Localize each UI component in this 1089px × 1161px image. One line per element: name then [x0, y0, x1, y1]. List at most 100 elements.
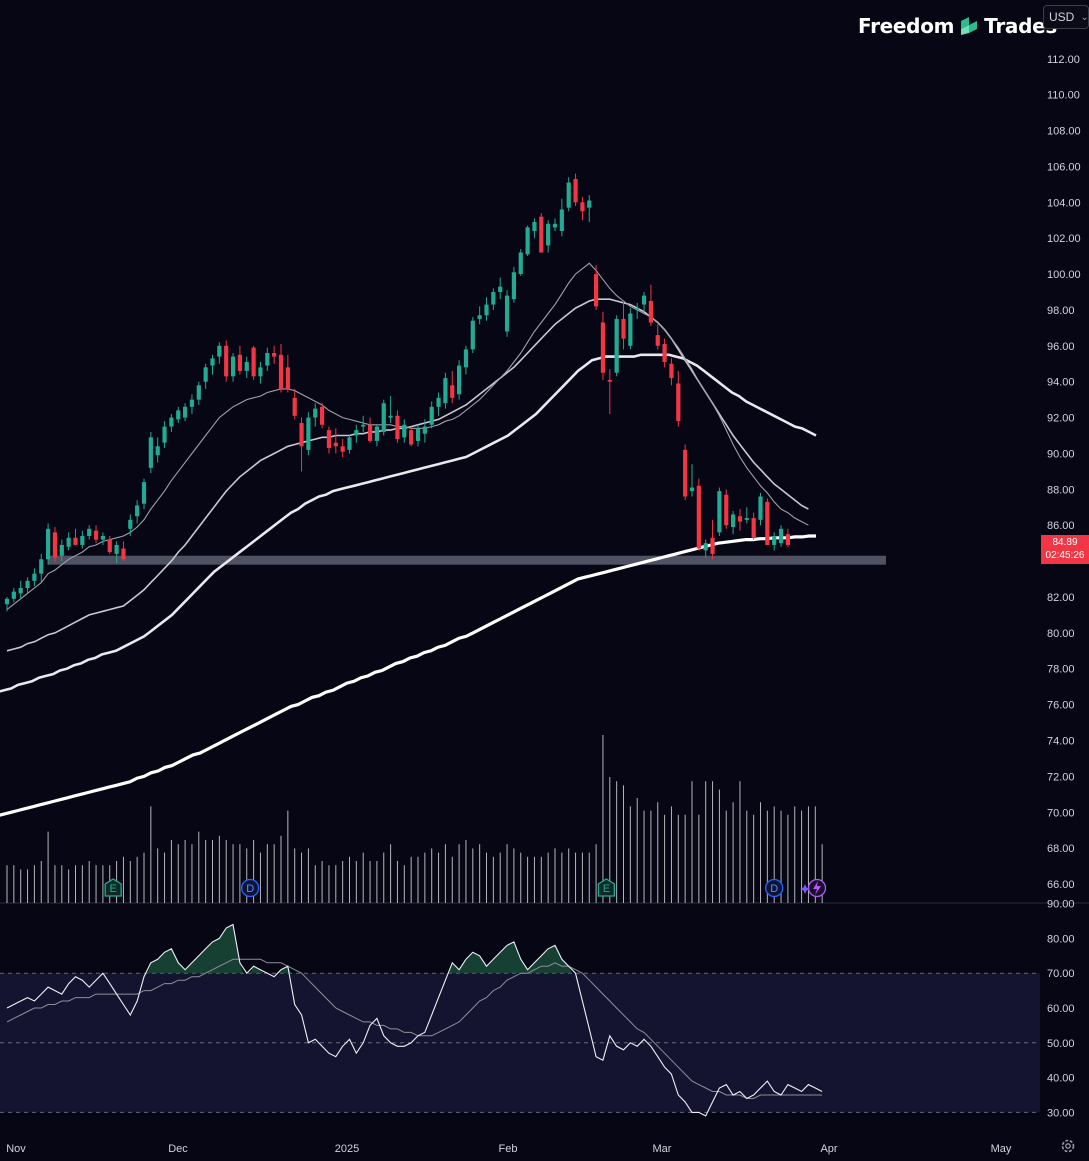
currency-selector[interactable]: USD ⌄ [1043, 5, 1089, 29]
earnings-icon[interactable]: E [104, 878, 122, 897]
candle-body [491, 292, 496, 305]
time-axis[interactable]: Nov Dec 2025 Feb Mar Apr May [6, 1143, 1012, 1155]
price-axis-tick: 86.00 [1047, 520, 1075, 532]
rsi-pane[interactable] [0, 923, 1040, 1117]
candle-body [600, 322, 606, 373]
candle-body [285, 367, 290, 389]
candle-body [80, 535, 85, 545]
candle-body [162, 426, 167, 443]
price-axis-tick: 92.00 [1047, 413, 1075, 425]
candle-body [299, 422, 304, 447]
candle-body [751, 518, 756, 538]
candle-body [539, 216, 544, 253]
candle-body [230, 356, 236, 377]
candle-body [52, 532, 58, 558]
candle-body [635, 308, 640, 310]
marker-label: D [246, 883, 254, 895]
price-axis-tick: 72.00 [1047, 771, 1075, 783]
price-axis-tick: 78.00 [1047, 664, 1075, 676]
price-axis-tick: 112.00 [1047, 54, 1080, 66]
earnings-icon[interactable]: E [597, 878, 616, 897]
candle-body [11, 591, 16, 599]
candle-body [93, 530, 99, 540]
price-axis-tick: 76.00 [1047, 700, 1075, 712]
candle-body [422, 426, 427, 434]
time-axis-label: 2025 [335, 1143, 359, 1155]
candle-body [4, 598, 10, 605]
time-axis-label: Apr [820, 1143, 837, 1155]
candle-body [244, 361, 249, 371]
dividend-badge [765, 878, 784, 898]
candle-body [470, 320, 475, 350]
time-axis-label: Mar [653, 1143, 672, 1155]
candle-body [333, 442, 338, 447]
rsi-signal-line [6, 958, 823, 1099]
candle-body [731, 514, 736, 528]
candle-body [655, 335, 660, 346]
price-axis-tick: 110.00 [1047, 90, 1080, 102]
candle-body [614, 318, 619, 373]
price-axis-tick: 100.00 [1047, 269, 1081, 281]
dividend-icon[interactable]: D [241, 878, 260, 898]
candle-body [696, 485, 701, 549]
candle-body [313, 408, 318, 418]
dividend-icon[interactable]: D [765, 878, 784, 898]
candle-body [607, 379, 612, 382]
price-axis[interactable]: 112.00 110.00 108.00 106.00 104.00 102.00 100.… [1047, 54, 1081, 891]
candle-body [340, 446, 345, 452]
candle-body [587, 200, 592, 208]
candle-body [25, 580, 30, 589]
marker-label: D [770, 883, 778, 895]
candle-body [155, 446, 160, 456]
time-axis-label: Dec [168, 1143, 188, 1155]
ma-fast-line [6, 262, 809, 610]
dividend-badge [241, 878, 260, 898]
candle-body [765, 501, 770, 545]
rsi-line [6, 923, 823, 1117]
candle-body [354, 430, 359, 436]
ma-200-line [0, 534, 816, 817]
price-axis-tick: 70.00 [1047, 807, 1075, 819]
price-axis-tick: 106.00 [1047, 161, 1081, 173]
brand-watermark: Freedom Trades [858, 14, 1057, 38]
candle-body [463, 349, 469, 368]
marker-label: E [603, 883, 610, 895]
candle-body [477, 315, 482, 319]
candle-body [573, 178, 578, 203]
candle-body [669, 363, 674, 379]
candle-body [429, 406, 434, 425]
candle-body [436, 397, 441, 407]
candle-body [203, 367, 208, 382]
ma-mid-line [6, 298, 809, 652]
ma-50-line [0, 353, 817, 693]
candle-body [498, 286, 503, 292]
rsi-overbought-fill [147, 924, 244, 974]
rsi-axis-tick: 60.00 [1047, 1003, 1075, 1015]
settings-icon[interactable] [1060, 1138, 1076, 1154]
price-axis-tick: 90.00 [1047, 448, 1075, 460]
candle-body [594, 274, 599, 307]
last-price: 84.89 [1052, 537, 1078, 548]
rsi-axis-tick: 50.00 [1047, 1038, 1075, 1050]
support-zone [48, 555, 886, 565]
candle-body [306, 417, 311, 450]
candle-body [758, 496, 763, 520]
candle-body [484, 304, 489, 316]
candle-body [183, 406, 188, 418]
candle-body [189, 399, 195, 407]
candle-body [676, 383, 681, 422]
candle-body [46, 528, 51, 560]
last-price-tag: 84.89 02:45:26 [1041, 535, 1089, 564]
candle-body [32, 573, 37, 581]
candle-body [737, 516, 743, 522]
candle-body [66, 537, 71, 547]
candlesticks[interactable] [4, 173, 790, 612]
candle-body [628, 313, 633, 346]
candle-body [511, 272, 516, 300]
brand-name-left: Freedom [858, 14, 955, 38]
candle-body [662, 344, 667, 362]
support-zone-band [48, 555, 886, 565]
price-axis-tick: 88.00 [1047, 484, 1075, 496]
